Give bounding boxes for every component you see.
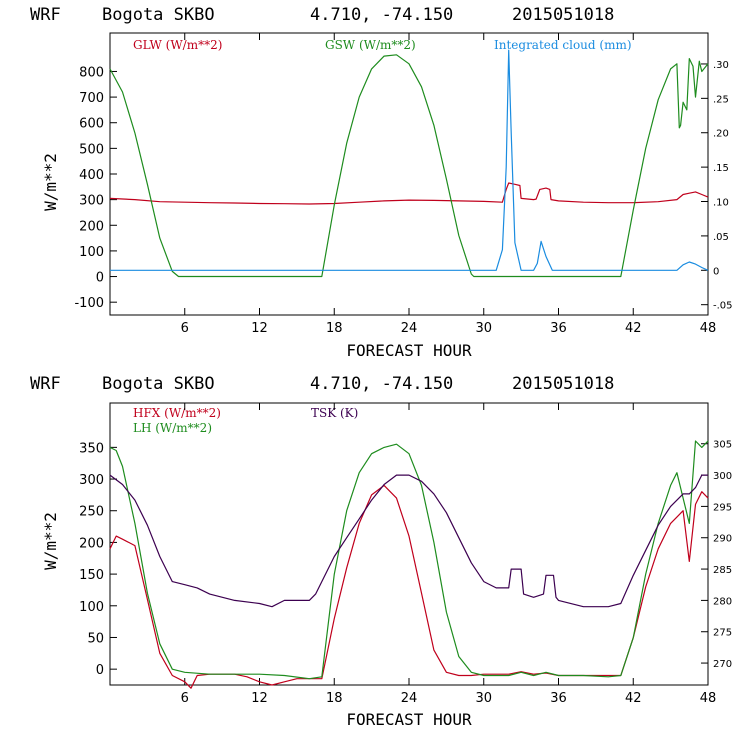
top-y2tick-label-3: .10 bbox=[713, 198, 729, 209]
bottom-y2tick-label-1: 275 bbox=[713, 628, 732, 639]
bottom-ytick-label-350: 350 bbox=[79, 441, 104, 456]
top-ytick-label-200: 200 bbox=[79, 219, 104, 234]
top-ytick-label-400: 400 bbox=[79, 168, 104, 183]
bottom-xtick-label-12: 12 bbox=[251, 691, 268, 706]
panel-top: WRF Bogota SKBO 4.710, -74.150 201505101… bbox=[30, 5, 733, 360]
bottom-xtick-label-36: 36 bbox=[550, 691, 567, 706]
bottom-y2tick-label-7: 305 bbox=[713, 440, 732, 451]
bottom-series-line-0 bbox=[109, 484, 709, 689]
bottom-y2tick-label-4: 290 bbox=[713, 534, 732, 545]
top-xtick-label-30: 30 bbox=[475, 321, 492, 336]
bottom-plot-frame bbox=[109, 402, 709, 686]
top-xtick-label-42: 42 bbox=[625, 321, 642, 336]
top-y2tick-label-7: .30 bbox=[713, 60, 729, 71]
bottom-y2tick-label-5: 295 bbox=[713, 502, 732, 513]
top-title-model: WRF bbox=[30, 5, 61, 25]
bottom-ytick-label-50: 50 bbox=[87, 631, 104, 646]
top-ytick-label-100: 100 bbox=[79, 245, 104, 260]
bottom-xtick-label-18: 18 bbox=[326, 691, 343, 706]
bottom-xtick-label-42: 42 bbox=[625, 691, 642, 706]
bottom-title-station: Bogota SKBO bbox=[102, 374, 215, 394]
bottom-legend-tsk: TSK (K) bbox=[311, 406, 358, 420]
bottom-xtick-label-24: 24 bbox=[401, 691, 418, 706]
bottom-xtick-label-48: 48 bbox=[700, 691, 717, 706]
panel-bottom: WRF Bogota SKBO 4.710, -74.150 201505101… bbox=[30, 374, 732, 729]
top-ytick-label-600: 600 bbox=[79, 117, 104, 132]
top-xtick-label-36: 36 bbox=[550, 321, 567, 336]
top-y2tick-label-6: .25 bbox=[713, 94, 729, 105]
top-y2tick-label-1: 0 bbox=[713, 266, 719, 277]
top-xlabel: FORECAST HOUR bbox=[346, 341, 472, 360]
bottom-ytick-label-200: 200 bbox=[79, 536, 104, 551]
top-xtick-label-48: 48 bbox=[700, 321, 717, 336]
top-ytick-label-0: 0 bbox=[96, 271, 104, 286]
bottom-legend-lh: LH (W/m**2) bbox=[133, 421, 212, 435]
bottom-y2tick-label-6: 300 bbox=[713, 471, 732, 482]
top-xtick-label-12: 12 bbox=[251, 321, 268, 336]
top-title-coords: 4.710, -74.150 bbox=[310, 5, 453, 25]
bottom-y2tick-label-2: 280 bbox=[713, 596, 732, 607]
top-ylabel: W/m**2 bbox=[41, 153, 60, 211]
bottom-title-date: 2015051018 bbox=[512, 374, 614, 394]
top-series-line-1 bbox=[109, 54, 709, 278]
top-y2tick-label-4: .15 bbox=[713, 163, 729, 174]
bottom-title-model: WRF bbox=[30, 374, 61, 394]
top-legend-cloud: Integrated cloud (mm) bbox=[494, 38, 632, 52]
top-legend-gsw: GSW (W/m**2) bbox=[325, 38, 416, 52]
bottom-series-line-1 bbox=[109, 440, 709, 680]
top-ytick-label--100: -100 bbox=[74, 296, 104, 311]
bottom-ytick-label-0: 0 bbox=[96, 663, 104, 678]
bottom-title-coords: 4.710, -74.150 bbox=[310, 374, 453, 394]
bottom-ytick-label-150: 150 bbox=[79, 568, 104, 583]
bottom-ylabel: W/m**2 bbox=[41, 512, 60, 570]
top-xtick-label-18: 18 bbox=[326, 321, 343, 336]
bottom-xtick-label-6: 6 bbox=[181, 691, 189, 706]
top-plot-frame bbox=[109, 32, 709, 316]
top-xtick-label-6: 6 bbox=[181, 321, 189, 336]
bottom-xtick-label-30: 30 bbox=[475, 691, 492, 706]
bottom-xlabel: FORECAST HOUR bbox=[346, 710, 472, 729]
top-y2tick-label-2: .05 bbox=[713, 232, 729, 243]
top-legend-glw: GLW (W/m**2) bbox=[133, 38, 222, 52]
top-ytick-label-300: 300 bbox=[79, 194, 104, 209]
bottom-ytick-label-250: 250 bbox=[79, 505, 104, 520]
top-ytick-label-800: 800 bbox=[79, 65, 104, 80]
top-xtick-label-24: 24 bbox=[401, 321, 418, 336]
top-ytick-label-700: 700 bbox=[79, 91, 104, 106]
bottom-legend-hfx: HFX (W/m**2) bbox=[133, 406, 221, 420]
top-series-line-2 bbox=[110, 49, 709, 271]
bottom-series-line-2 bbox=[109, 474, 708, 608]
bottom-y2tick-label-0: 270 bbox=[713, 659, 732, 670]
top-title-station: Bogota SKBO bbox=[102, 5, 215, 25]
top-y2tick-label-0: -.05 bbox=[713, 301, 733, 312]
top-series-line-0 bbox=[109, 182, 709, 205]
top-title-date: 2015051018 bbox=[512, 5, 614, 25]
bottom-y2tick-label-3: 285 bbox=[713, 565, 732, 576]
top-y2tick-label-5: .20 bbox=[713, 129, 729, 140]
top-ytick-label-500: 500 bbox=[79, 142, 104, 157]
bottom-ytick-label-300: 300 bbox=[79, 473, 104, 488]
bottom-ytick-label-100: 100 bbox=[79, 600, 104, 615]
